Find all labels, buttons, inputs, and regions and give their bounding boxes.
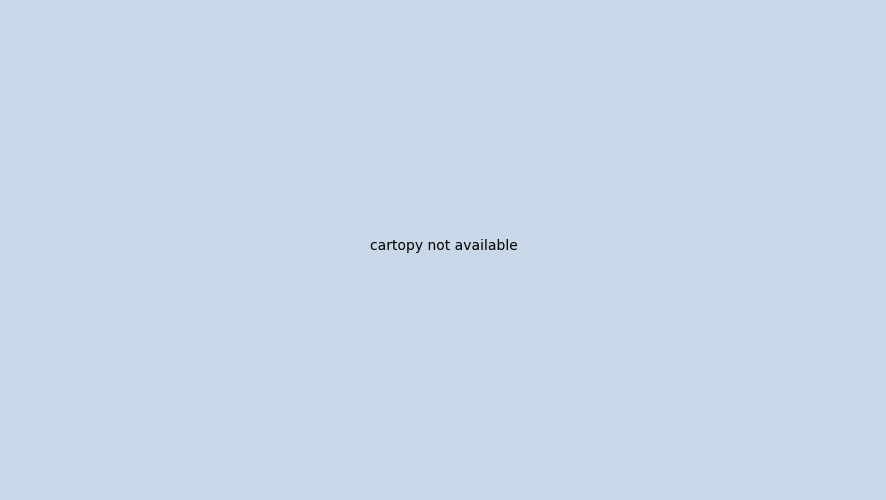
Text: cartopy not available: cartopy not available: [369, 239, 517, 253]
